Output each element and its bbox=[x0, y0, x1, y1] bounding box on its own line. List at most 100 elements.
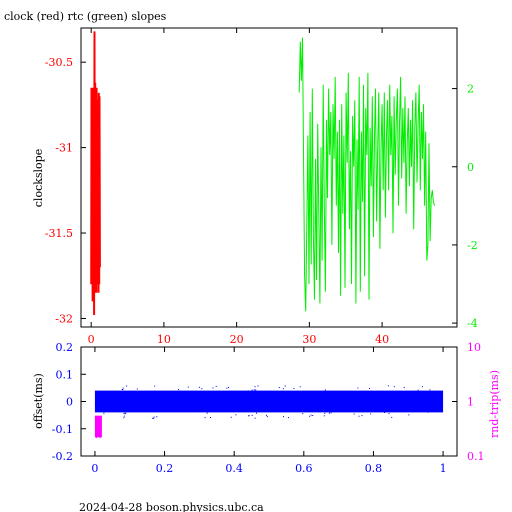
offset-point bbox=[101, 407, 103, 409]
offset-point bbox=[250, 410, 252, 412]
left-tick-label: -0.2 bbox=[52, 450, 73, 463]
offset-point bbox=[391, 416, 393, 418]
offset-point bbox=[235, 410, 237, 412]
rndtrip-point bbox=[96, 421, 98, 423]
offset-point bbox=[194, 392, 195, 394]
rndtrip-point bbox=[95, 433, 97, 435]
offset-point bbox=[188, 406, 190, 408]
offset-point bbox=[370, 413, 372, 415]
offset-point bbox=[288, 417, 289, 419]
offset-point bbox=[307, 405, 309, 407]
offset-point bbox=[124, 411, 126, 412]
x-tick-label: 30 bbox=[302, 333, 316, 346]
offset-point bbox=[310, 414, 312, 416]
offset-band bbox=[94, 390, 444, 413]
offset-point bbox=[333, 393, 335, 395]
offset-point bbox=[134, 407, 136, 409]
offset-point bbox=[309, 403, 311, 405]
offset-point bbox=[214, 404, 216, 406]
offset-point bbox=[251, 403, 253, 405]
offset-point bbox=[429, 397, 431, 399]
offset-point bbox=[233, 408, 235, 410]
offset-point bbox=[114, 409, 116, 411]
offset-point bbox=[244, 394, 246, 396]
offset-point bbox=[396, 404, 398, 406]
offset-point bbox=[136, 388, 138, 390]
offset-point bbox=[332, 394, 334, 396]
offset-point bbox=[314, 405, 316, 407]
offset-point bbox=[268, 410, 270, 412]
left-tick-label: -32 bbox=[55, 312, 73, 325]
offset-point bbox=[126, 403, 128, 405]
offset-point bbox=[251, 389, 253, 391]
offset-point bbox=[138, 391, 140, 393]
offset-point bbox=[123, 417, 125, 419]
offset-point bbox=[126, 385, 128, 387]
offset-point bbox=[302, 413, 304, 415]
offset-point bbox=[201, 388, 203, 390]
offset-point bbox=[207, 406, 209, 408]
left-tick-label: 0.2 bbox=[56, 341, 74, 354]
clock-slope-line bbox=[90, 31, 101, 316]
offset-point bbox=[215, 397, 217, 399]
offset-point bbox=[325, 401, 327, 403]
offset-point bbox=[211, 406, 213, 408]
offset-point bbox=[240, 410, 242, 412]
offset-point bbox=[130, 403, 132, 404]
offset-point bbox=[298, 403, 300, 405]
rndtrip-point bbox=[99, 432, 101, 433]
offset-point bbox=[154, 391, 156, 393]
offset-point bbox=[235, 414, 237, 416]
offset-point bbox=[215, 410, 216, 412]
offset-point bbox=[204, 417, 206, 419]
offset-point bbox=[135, 409, 137, 411]
offset-point bbox=[125, 407, 127, 409]
offset-point bbox=[253, 389, 255, 391]
offset-point bbox=[169, 405, 171, 406]
offset-point bbox=[427, 411, 429, 413]
offset-point bbox=[278, 400, 280, 402]
offset-point bbox=[281, 408, 283, 410]
offset-point bbox=[175, 408, 177, 410]
footer-text: 2024-04-28 boson.physics.ubc.ca bbox=[79, 501, 264, 512]
offset-point bbox=[181, 409, 183, 411]
offset-point bbox=[215, 385, 217, 387]
offset-point bbox=[323, 415, 325, 417]
offset-point bbox=[384, 412, 385, 413]
offset-point bbox=[247, 401, 249, 403]
rndtrip-point bbox=[99, 428, 101, 430]
slopes-plot-frame bbox=[80, 27, 458, 328]
left-tick-label: -31.5 bbox=[45, 227, 73, 240]
x-tick-label: 40 bbox=[375, 333, 389, 346]
offset-point bbox=[107, 405, 109, 407]
offset-point bbox=[228, 392, 230, 393]
offset-point bbox=[228, 386, 229, 388]
offset-point bbox=[249, 399, 251, 401]
offset-point bbox=[247, 390, 249, 392]
offset-point bbox=[206, 412, 208, 414]
left-tick-label: 0 bbox=[66, 396, 73, 409]
offset-point bbox=[403, 386, 405, 388]
offset-point bbox=[97, 406, 99, 408]
offset-point bbox=[251, 414, 253, 416]
right-tick-label: 2 bbox=[467, 83, 474, 96]
offset-y-axis-label: offset(ms) bbox=[32, 373, 45, 429]
offset-point bbox=[141, 394, 143, 396]
x-tick-label: 0.6 bbox=[295, 462, 313, 475]
offset-point bbox=[359, 396, 361, 398]
offset-point bbox=[347, 407, 349, 409]
offset-point bbox=[406, 399, 408, 401]
offset-point bbox=[374, 404, 376, 406]
offset-point bbox=[265, 399, 267, 401]
rndtrip-point bbox=[100, 418, 102, 420]
offset-point bbox=[159, 396, 160, 398]
offset-point bbox=[122, 387, 124, 389]
offset-point bbox=[290, 401, 291, 403]
offset-point bbox=[332, 396, 333, 398]
offset-point bbox=[189, 392, 190, 394]
offset-point bbox=[97, 393, 99, 395]
offset-point bbox=[210, 417, 211, 418]
offset-point bbox=[125, 413, 127, 415]
offset-point bbox=[361, 415, 363, 417]
